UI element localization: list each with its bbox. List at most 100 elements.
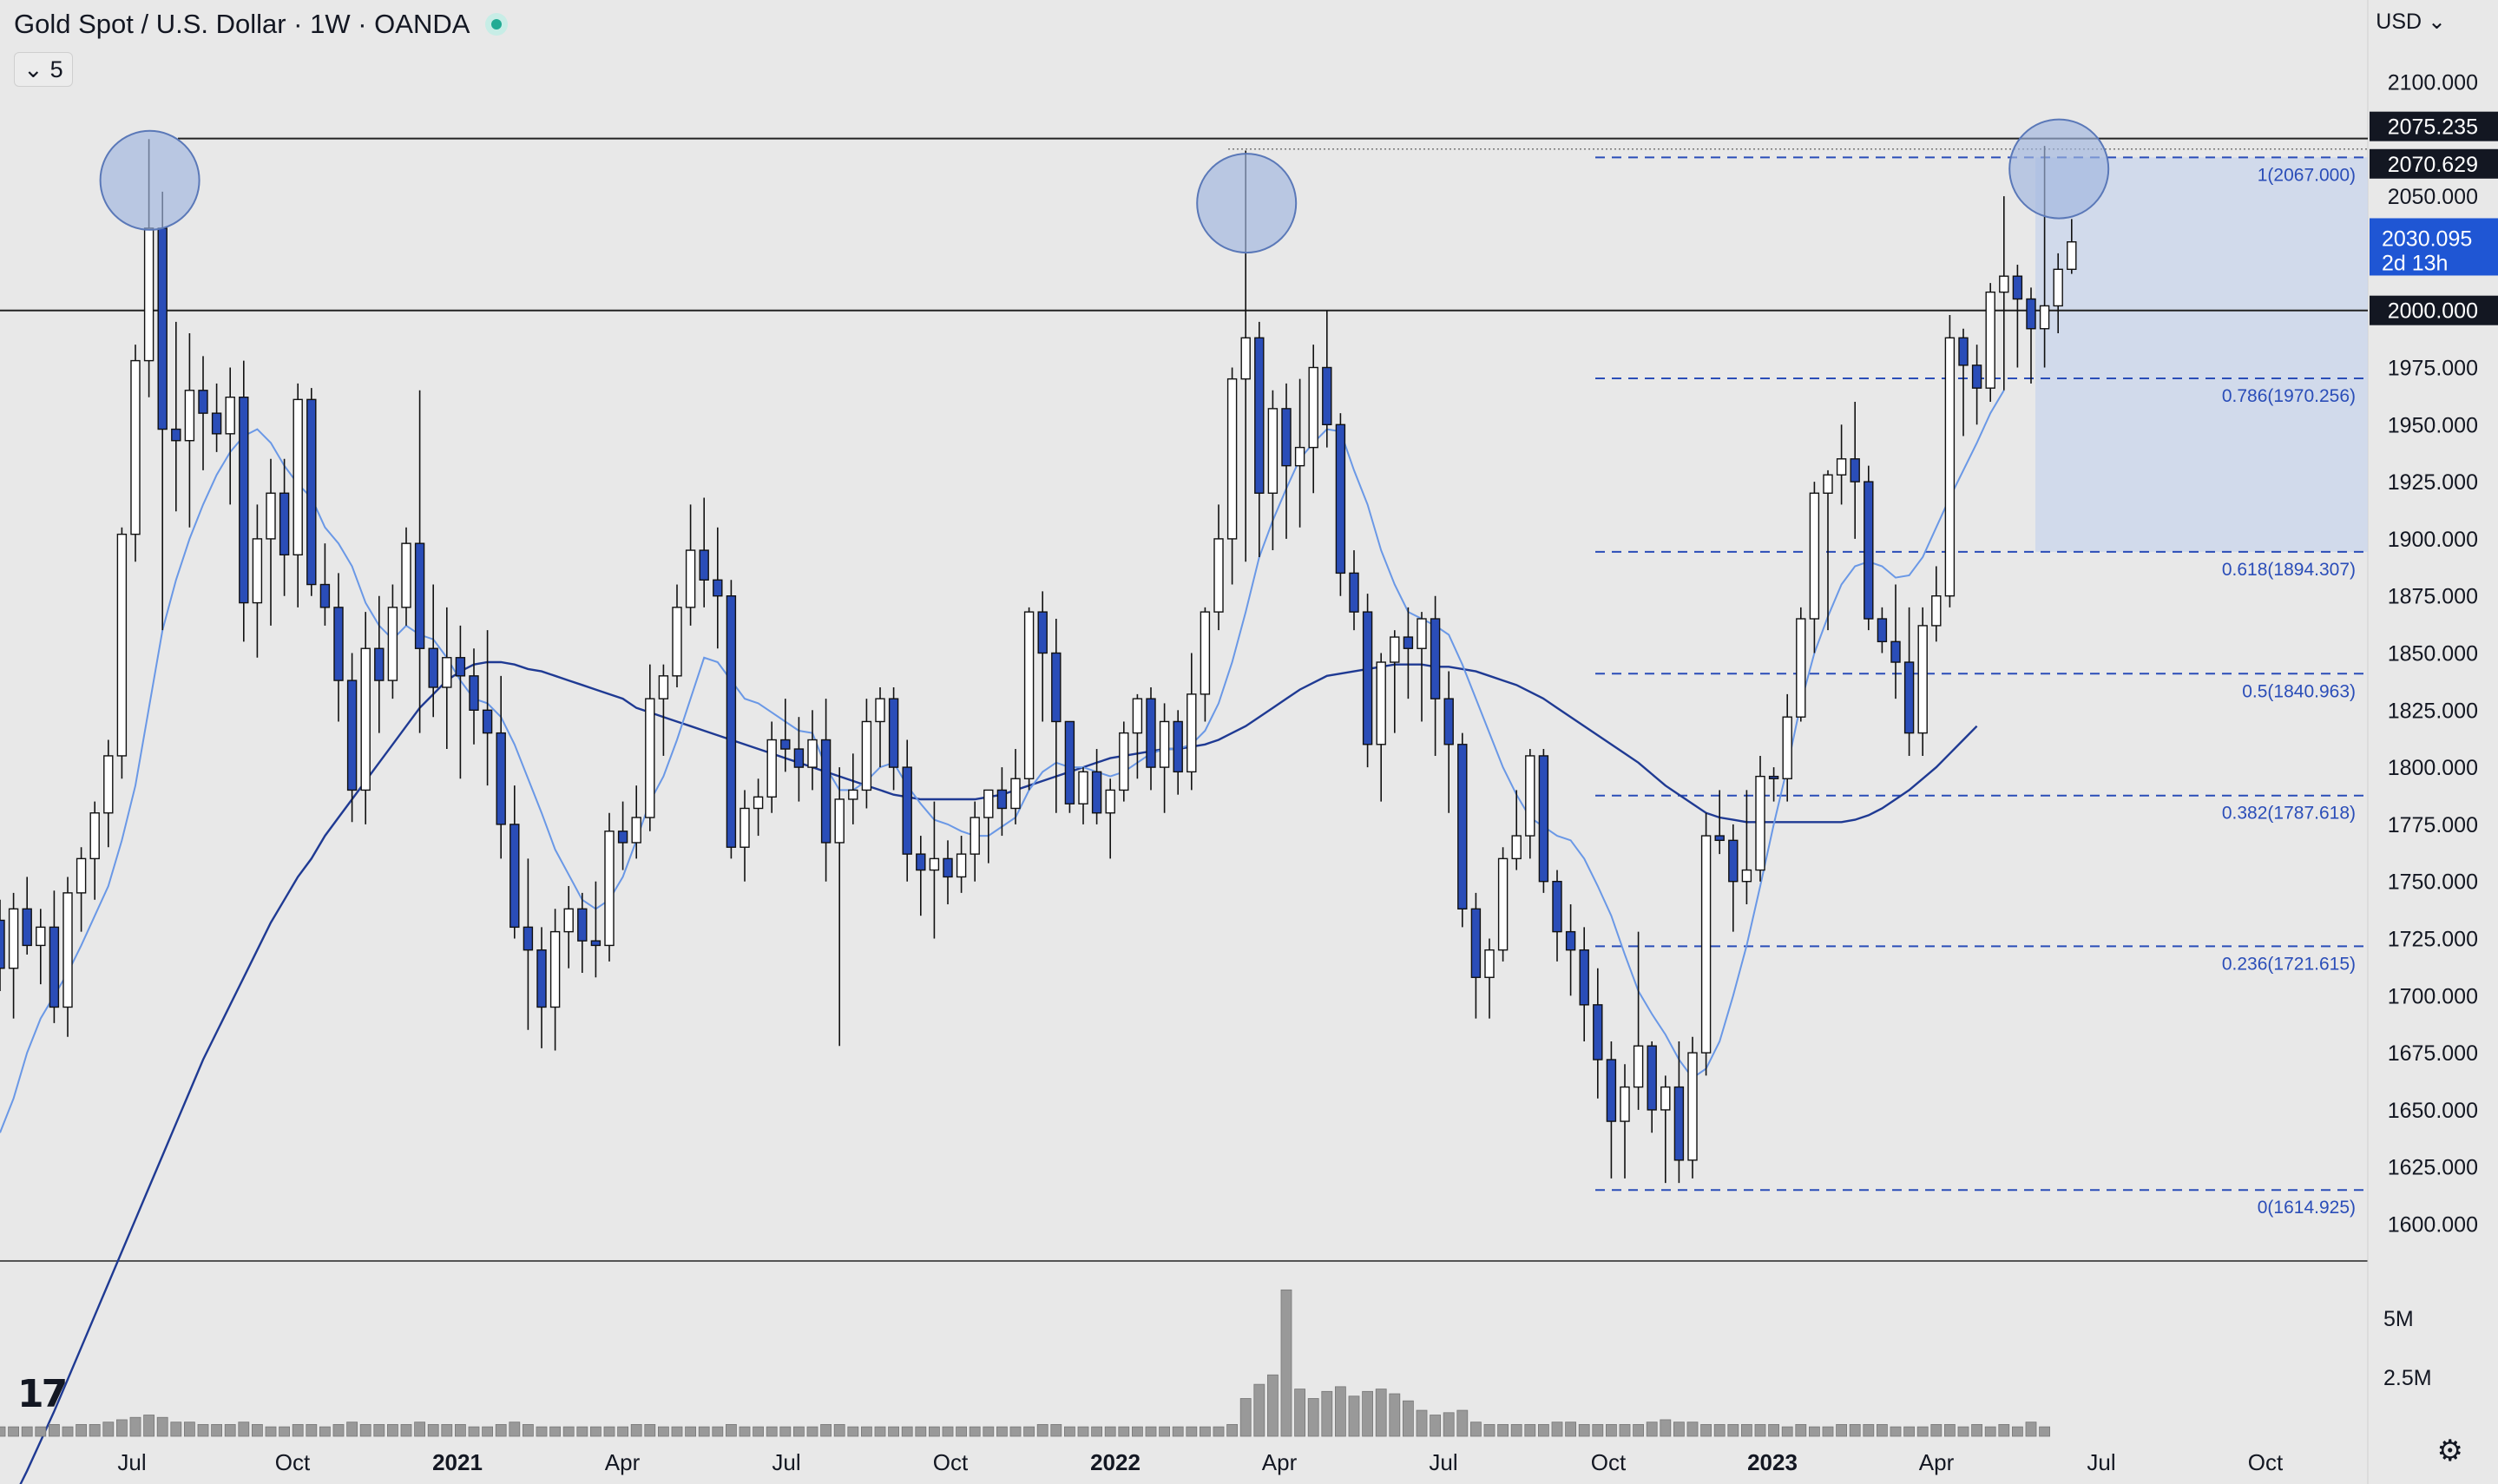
time-tick-label: 2023 [1747,1449,1798,1475]
candle-body-down [1470,908,1482,978]
price-tick-label: 1975.000 [2388,356,2478,380]
candle-body-down [780,739,791,750]
candle-body-up [252,538,263,604]
volume-bar [1118,1426,1130,1437]
candle-body-up [1944,337,1956,597]
candle [1187,653,1197,791]
volume-bar [1159,1426,1170,1437]
candle-body-up [103,755,114,814]
candle [1091,749,1102,824]
volume-bar [495,1423,507,1437]
candle [116,527,128,779]
volume-bar [414,1422,426,1437]
candle-body-up [1308,366,1318,449]
volume-bar [874,1426,886,1437]
candle [996,767,1008,837]
volume-bar [1551,1422,1563,1437]
candle-body-up [1782,716,1792,779]
candle-body-up [1700,835,1712,1054]
candle-body-down [713,579,723,597]
currency-selector[interactable]: USD ⌄ [2376,9,2446,35]
candle [89,801,100,900]
indicator-count: 5 [49,56,63,82]
candle-body-down [590,940,601,947]
volume-bar [1077,1426,1089,1437]
candle [888,686,899,791]
volume-bar [1660,1419,1672,1437]
candle-body-up [1187,693,1197,773]
candle-body-up [1497,857,1509,951]
volume-bar [630,1423,642,1437]
time-tick-label: 2021 [432,1449,483,1475]
gear-icon[interactable]: ⚙ [2436,1435,2463,1468]
time-tick-label: Jul [772,1449,800,1475]
fib-level-label: 0.786(1970.256) [2222,386,2356,406]
volume-bar [685,1426,696,1437]
volume-bar [1132,1426,1143,1437]
candle-body-up [970,817,980,855]
candle-body-down [536,949,547,1008]
volume-bar [373,1423,385,1437]
candle [1944,314,1956,607]
candle-body-up [766,739,777,798]
time-tick-label: Apr [1262,1449,1298,1475]
candle [482,630,493,786]
symbol-title[interactable]: Gold Spot / U.S. Dollar · 1W · OANDA [14,9,470,39]
volume-bar [1280,1289,1292,1437]
candle [1673,1041,1685,1184]
axis-layer: 2100.0002050.0002025.0001975.0001950.000… [117,70,2498,1475]
fib-target-zone [2035,157,2368,552]
peak-highlight-circle [99,129,200,231]
volume-bar [1863,1423,1875,1437]
volume-bar [224,1423,236,1437]
candle [1985,283,1995,402]
candle-body-up [1078,771,1088,804]
candle-body-down [1254,337,1265,494]
candle-body-up [1023,611,1035,779]
candle-body-up [76,857,87,894]
candle [970,801,980,882]
volume-bar [1091,1426,1102,1437]
candle-body-up [1390,636,1400,663]
volume-bar [1741,1423,1752,1437]
volume-bar [712,1426,724,1437]
candle-body-up [1376,661,1386,745]
candle [1322,310,1332,448]
volume-bar [536,1426,548,1437]
candle-body-down [793,748,805,768]
candle-body-down [1850,458,1860,483]
candle-body-up [956,853,967,878]
candle-body-down [211,412,222,435]
candle [1390,630,1400,733]
candle [76,847,87,932]
volume-bar [576,1426,588,1437]
volume-bar [1686,1422,1699,1437]
volume-bar [1849,1423,1861,1437]
candle [1294,378,1305,528]
candle [1755,755,1765,882]
candle-body-up [1985,291,1995,389]
candle-body-down [1971,364,1982,389]
candle [1714,790,1725,855]
candle [1647,1041,1657,1133]
volume-bar [766,1426,778,1437]
candle-body-up [658,675,669,699]
volume-bar [820,1423,832,1437]
candle [604,812,615,962]
volume-bar [455,1423,466,1437]
candle-body-down [1146,698,1156,768]
volume-bar [1713,1423,1726,1437]
indicators-toggle[interactable]: ⌄ 5 [14,52,73,87]
candle-body-down [1538,755,1549,883]
tradingview-logo-icon[interactable]: 17 [17,1372,68,1416]
price-tick-label: 1600.000 [2388,1213,2478,1238]
candle [1362,594,1373,768]
price-tick-label: 1750.000 [2388,870,2478,895]
candle-body-down [1037,611,1048,654]
candle-body-down [726,594,737,848]
candle [171,321,181,512]
candle-body-up [1836,458,1847,476]
volume-bar [1727,1423,1739,1437]
candles-layer [0,139,2077,1184]
